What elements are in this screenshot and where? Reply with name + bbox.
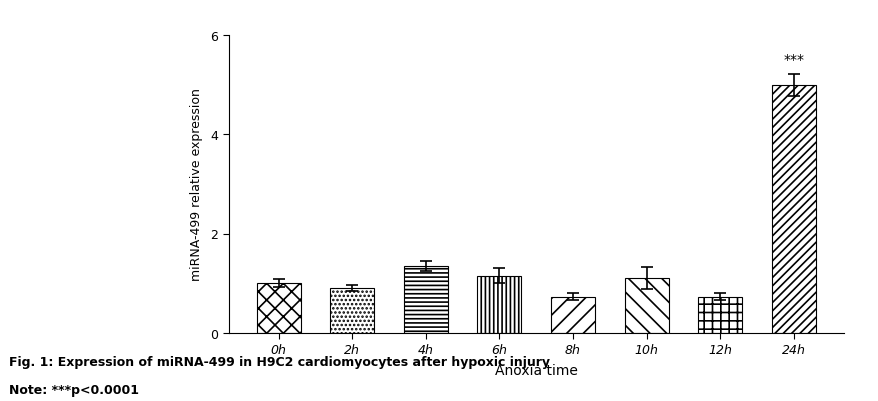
Bar <box>697 297 741 333</box>
X-axis label: Anoxia time: Anoxia time <box>494 363 577 377</box>
Bar <box>623 278 668 333</box>
Text: Fig. 1: Expression of miRNA-499 in H9C2 cardiomyocytes after hypoxic injury: Fig. 1: Expression of miRNA-499 in H9C2 … <box>9 355 549 368</box>
Y-axis label: miRNA-499 relative expression: miRNA-499 relative expression <box>190 88 203 281</box>
Text: ***: *** <box>782 53 803 67</box>
Bar <box>477 276 521 333</box>
Text: Note: ***p<0.0001: Note: ***p<0.0001 <box>9 383 139 396</box>
Bar <box>330 288 374 333</box>
Bar <box>551 297 594 333</box>
Bar <box>403 266 448 333</box>
Bar <box>771 85 815 333</box>
Bar <box>256 284 300 333</box>
